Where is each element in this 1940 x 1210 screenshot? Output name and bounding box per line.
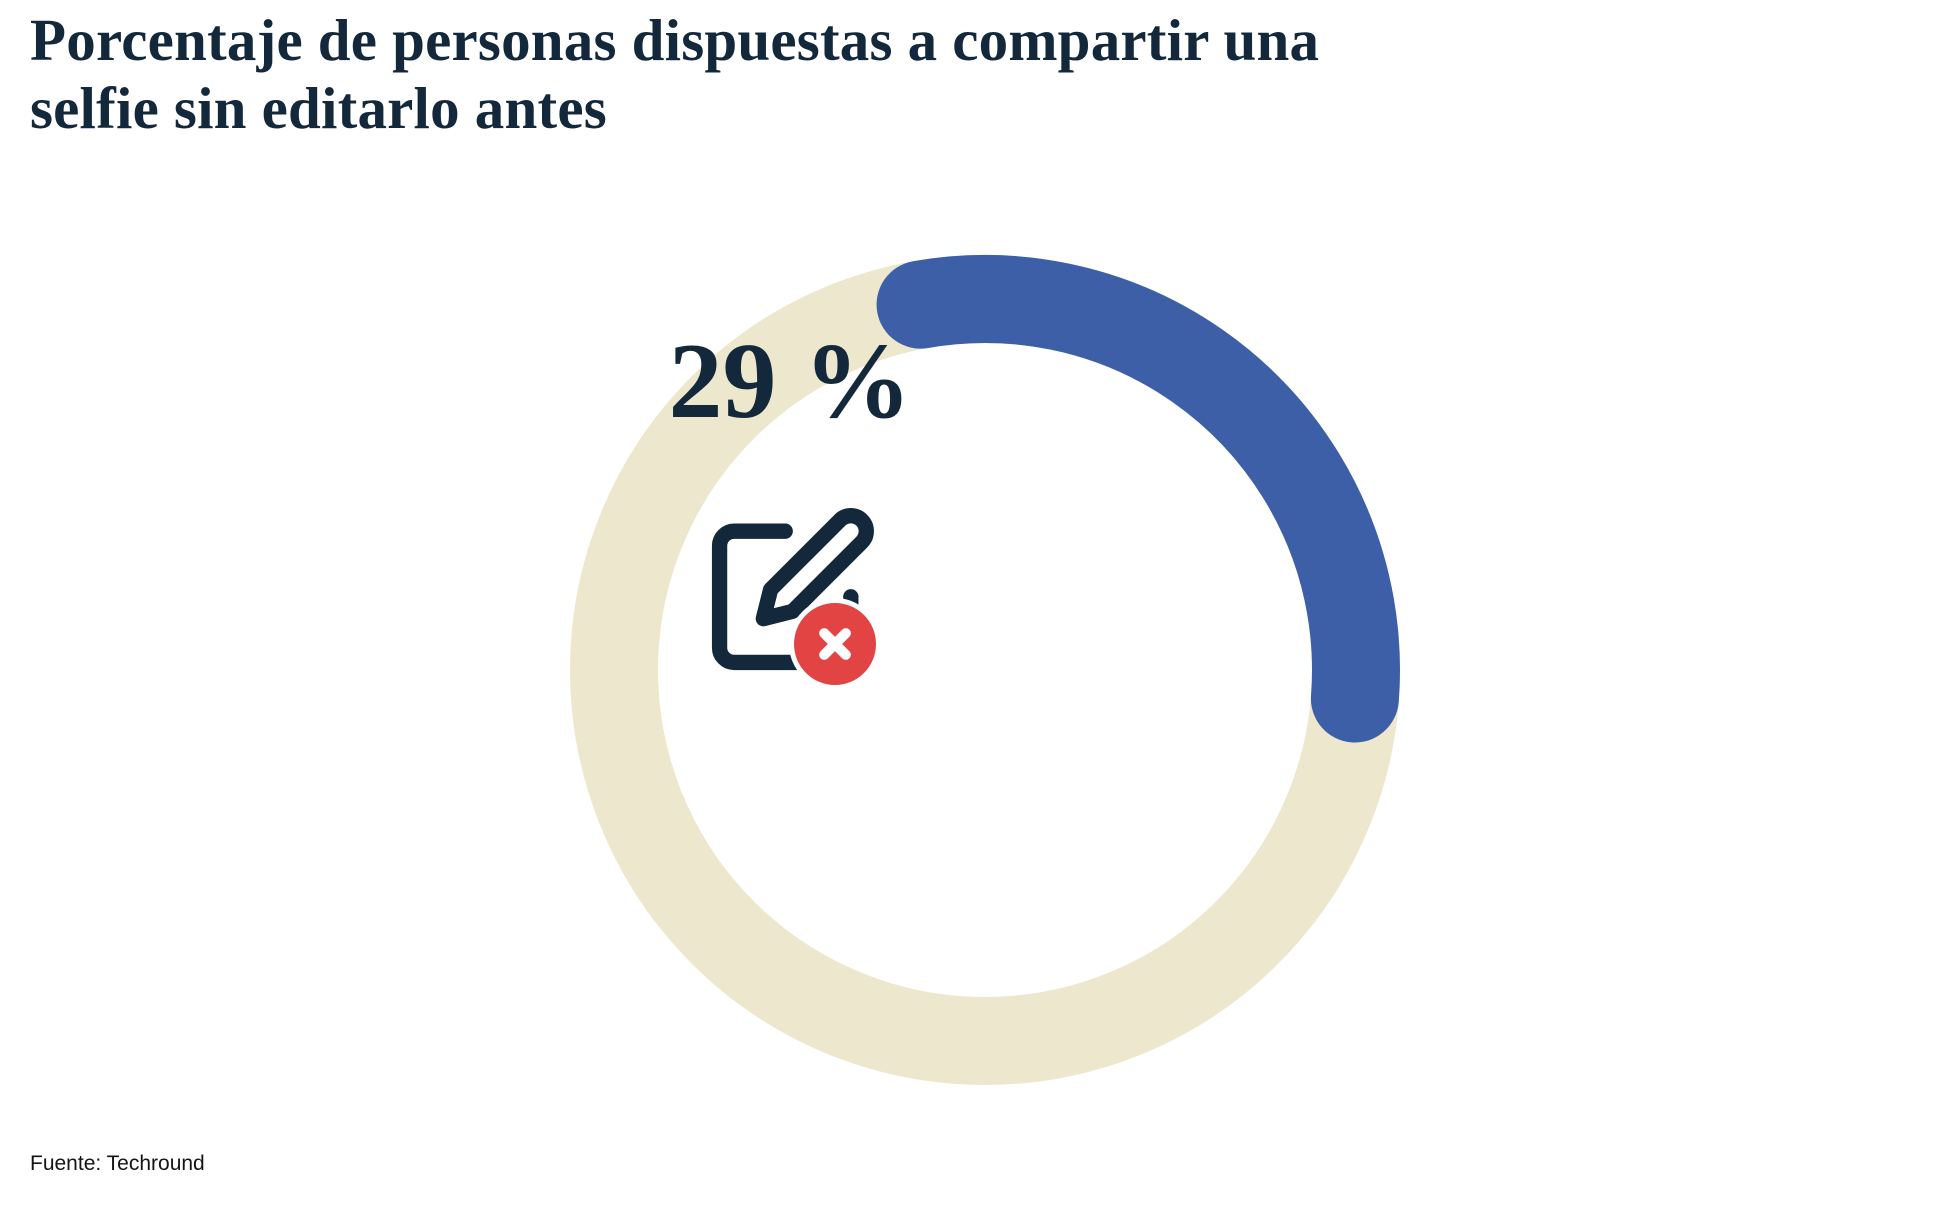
donut-arc — [570, 255, 1400, 1085]
source-text: Fuente: Techround — [30, 1152, 205, 1175]
cancel-badge — [789, 598, 881, 690]
edit-icon — [705, 502, 881, 690]
donut-chart: 29 % — [565, 250, 1405, 1090]
x-icon — [819, 628, 851, 660]
chart-title-line-2: selfie sin editarlo antes — [30, 75, 607, 142]
edit-pencil-path — [755, 508, 874, 627]
chart-title: Porcentaje de personas dispuestas a comp… — [30, 6, 1319, 143]
percentage-label: 29 % — [668, 322, 912, 441]
donut-svg — [570, 255, 1400, 1085]
x-icon-path — [819, 628, 851, 660]
chart-title-line-1: Porcentaje de personas dispuestas a comp… — [30, 7, 1320, 73]
